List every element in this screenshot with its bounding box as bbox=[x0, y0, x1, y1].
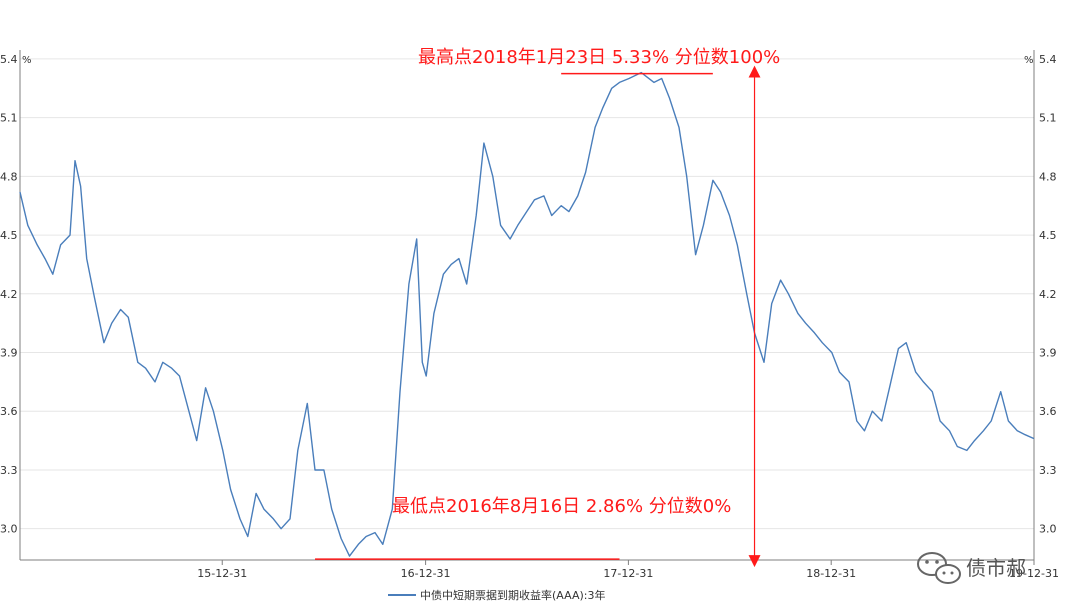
watermark-text: 债市郝 bbox=[966, 556, 1026, 580]
y-tick-label-left: 3.3 bbox=[0, 464, 18, 477]
y-tick-label-right: 5.1 bbox=[1039, 112, 1057, 125]
y-tick-label-right: 3.3 bbox=[1039, 464, 1057, 477]
wechat-icon bbox=[917, 552, 961, 584]
x-tick-label: 16-12-31 bbox=[401, 567, 451, 580]
y-tick-label-right: 3.6 bbox=[1039, 405, 1057, 418]
y-tick-label-left: 5.4 bbox=[0, 53, 18, 66]
y-tick-label-left: 4.2 bbox=[0, 288, 18, 301]
y-tick-label-right: 4.8 bbox=[1039, 170, 1057, 183]
x-tick-label: 19-12-31 bbox=[1009, 567, 1059, 580]
grid-layer bbox=[20, 58, 1034, 530]
x-tick-label: 17-12-31 bbox=[603, 567, 653, 580]
annotation-layer: 最高点2018年1月23日 5.33% 分位数100% 最低点2016年8月16日… bbox=[315, 47, 780, 568]
y-axis-unit-left: % bbox=[22, 55, 32, 66]
y-tick-label-right: 3.0 bbox=[1039, 523, 1057, 536]
y-tick-label-left: 4.5 bbox=[0, 229, 18, 242]
y-axis-unit-right: % bbox=[1024, 55, 1034, 66]
y-tick-label-right: 5.4 bbox=[1039, 53, 1057, 66]
y-tick-label-left: 3.9 bbox=[0, 347, 18, 360]
y-tick-label-left: 5.1 bbox=[0, 112, 18, 125]
y-tick-label-left: 3.0 bbox=[0, 523, 18, 536]
min-point-annotation: 最低点2016年8月16日 2.86% 分位数0% bbox=[392, 496, 731, 517]
axes-layer: 3.0 3.0 3.3 3.3 3.6 3.6 3.9 3.9 4.2 4.2 4.5 4.5 4.8 4… bbox=[0, 50, 1059, 580]
legend-label: 中债中短期票据到期收益率(AAA):3年 bbox=[420, 588, 605, 602]
watermark: 债市郝 bbox=[917, 552, 1026, 584]
series-layer bbox=[19, 71, 1035, 557]
series-line bbox=[19, 71, 1035, 557]
x-tick-label: 18-12-31 bbox=[806, 567, 856, 580]
y-tick-label-right: 4.5 bbox=[1039, 229, 1057, 242]
x-tick-label: 15-12-31 bbox=[197, 567, 247, 580]
max-point-annotation: 最高点2018年1月23日 5.33% 分位数100% bbox=[418, 47, 780, 68]
y-tick-label-left: 4.8 bbox=[0, 170, 18, 183]
y-tick-label-right: 4.2 bbox=[1039, 288, 1057, 301]
y-tick-label-left: 3.6 bbox=[0, 405, 18, 418]
legend: 中债中短期票据到期收益率(AAA):3年 bbox=[388, 588, 605, 602]
y-tick-label-right: 3.9 bbox=[1039, 347, 1057, 360]
